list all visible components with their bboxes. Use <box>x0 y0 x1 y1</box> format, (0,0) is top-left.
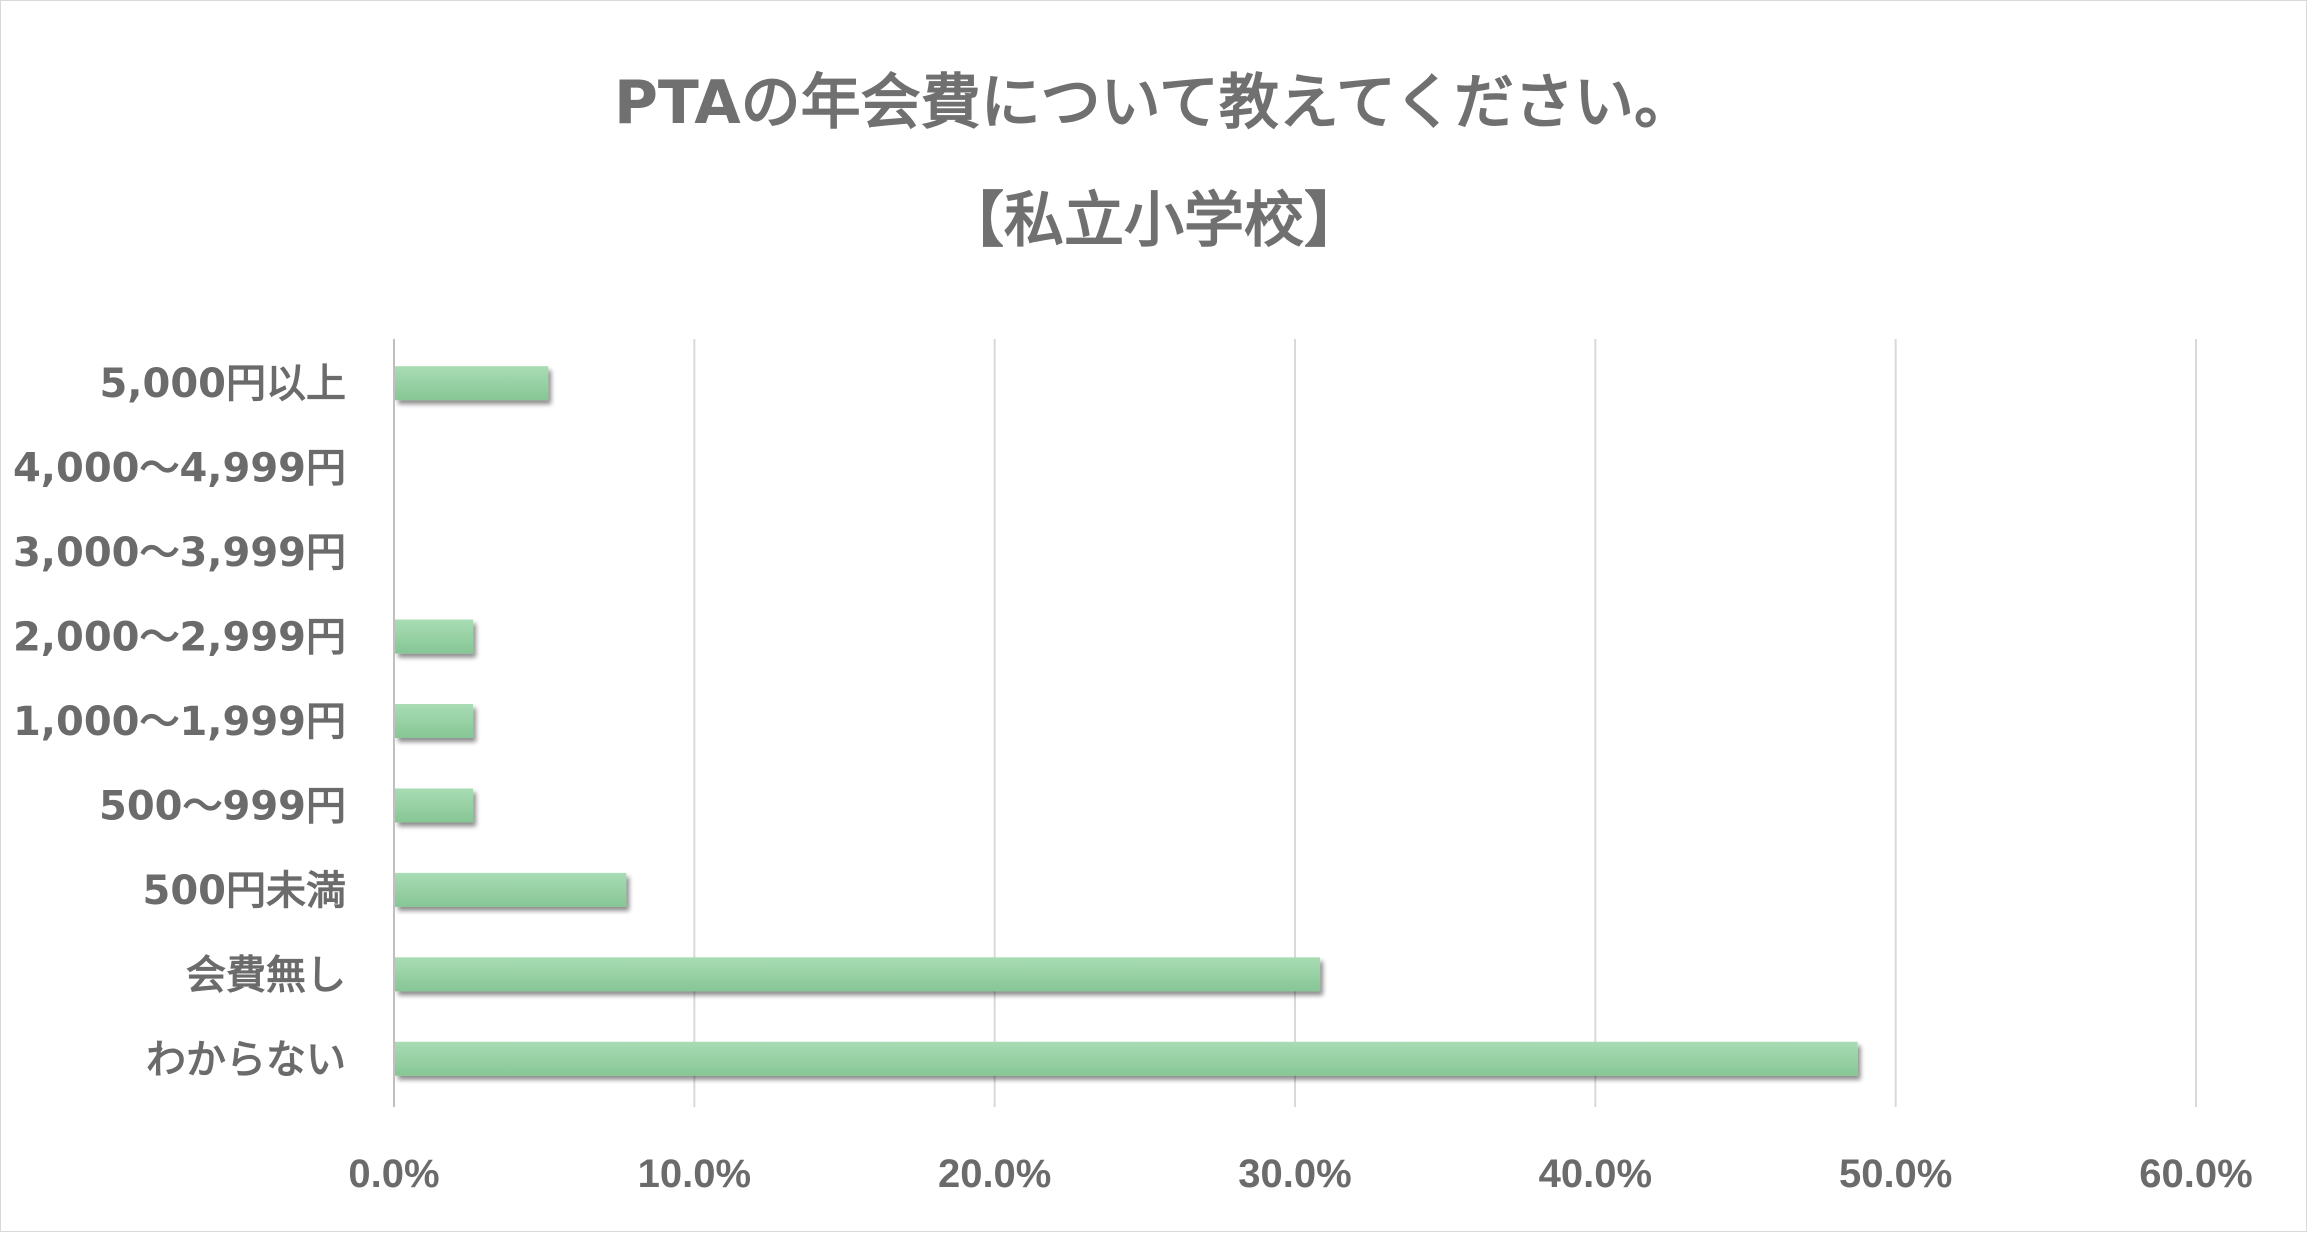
category-label: 2,000～2,999円 <box>13 615 346 661</box>
bars <box>395 366 1858 1076</box>
x-tick-label: 0.0% <box>348 1152 439 1196</box>
x-tick-label: 40.0% <box>1539 1152 1652 1196</box>
x-tick-label: 50.0% <box>1839 1152 1952 1196</box>
x-tick-label: 30.0% <box>1238 1152 1351 1196</box>
category-label: 4,000～4,999円 <box>13 446 346 492</box>
category-label: 1,000～1,999円 <box>13 699 346 745</box>
bar <box>395 704 474 738</box>
bar <box>395 872 627 907</box>
x-tick-label: 60.0% <box>2139 1152 2252 1196</box>
category-label: 3,000～3,999円 <box>13 530 346 576</box>
category-label: わからない <box>146 1037 346 1083</box>
category-label: 5,000円以上 <box>99 361 346 407</box>
bar <box>395 619 474 654</box>
x-tick-label: 10.0% <box>638 1152 751 1196</box>
category-labels: 5,000円以上 4,000～4,999円 3,000～3,999円 2,000～2,… <box>13 361 346 1083</box>
x-tick-label: 20.0% <box>938 1152 1051 1196</box>
category-label: 500～999円 <box>99 783 346 829</box>
chart-subtitle: 【私立小学校】 <box>944 186 1364 256</box>
bar <box>395 1041 1858 1076</box>
x-tick-labels: 0.0% 10.0% 20.0% 30.0% 40.0% 50.0% 60.0% <box>348 1152 2252 1196</box>
category-label: 会費無し <box>186 952 346 998</box>
bar <box>395 366 549 401</box>
bar <box>395 957 1321 992</box>
bar <box>395 788 474 823</box>
category-label: 500円未満 <box>143 868 347 914</box>
gridlines <box>693 339 2197 1107</box>
chart-title: PTAの年会費について教えてください。 <box>614 68 1694 138</box>
